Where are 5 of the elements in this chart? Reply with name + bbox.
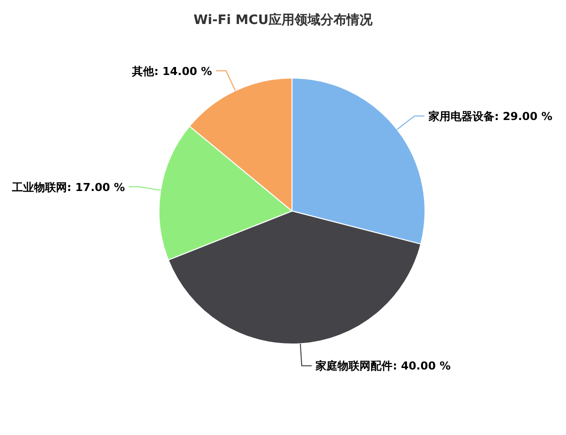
slice-label: 其他: 14.00 % [131, 64, 212, 78]
slice-label: 工业物联网: 17.00 % [11, 180, 125, 194]
slice-label: 家用电器设备: 29.00 % [427, 110, 552, 123]
slice-label: 家庭物联网配件: 40.00 % [314, 360, 451, 373]
chart-title: Wi-Fi MCU应用领域分布情况 [193, 12, 374, 28]
